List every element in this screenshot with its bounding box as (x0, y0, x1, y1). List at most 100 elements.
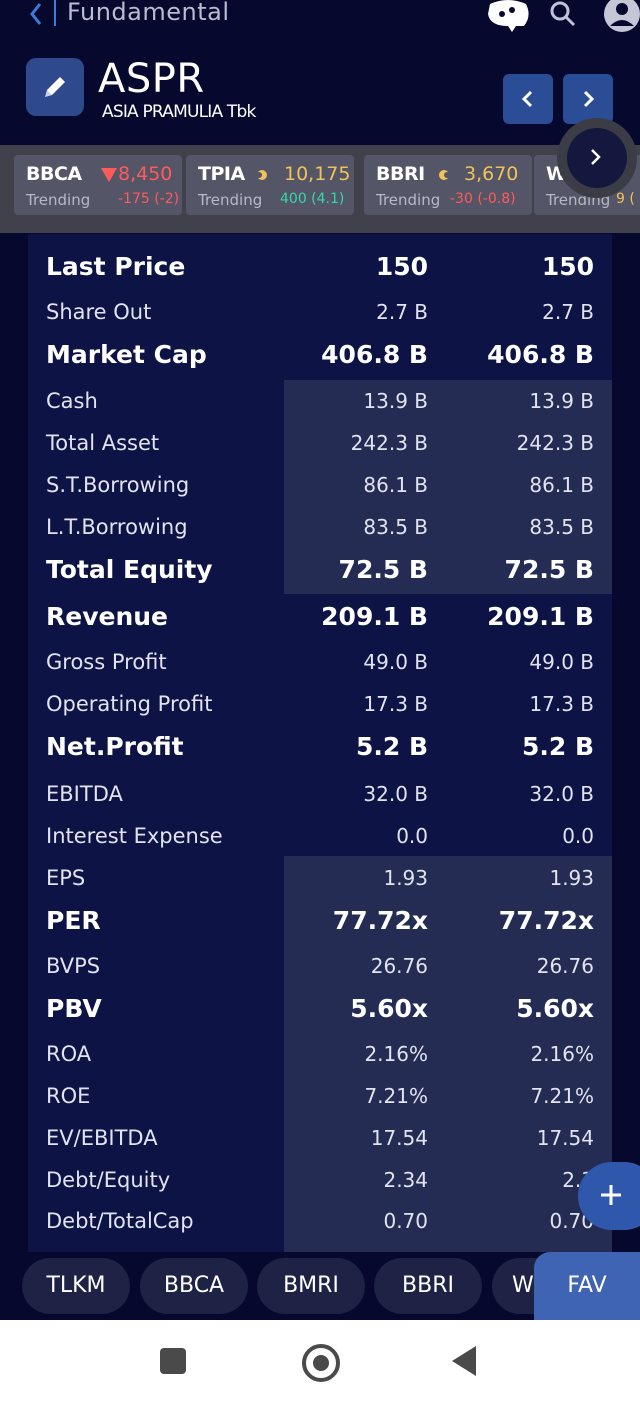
row-label: Debt/TotalCap (46, 1209, 194, 1233)
row-value-2: 2.7 B (542, 300, 594, 324)
row-value-2: 77.72x (498, 906, 594, 935)
row-value-1: 77.72x (332, 906, 428, 935)
row-value-1: 209.1 B (321, 602, 428, 631)
trending-card[interactable]: BBCA 8,450 Trending -175 (-2) (14, 155, 182, 215)
card-symbol: BBCA (26, 163, 82, 185)
trending-strip[interactable]: BBCA 8,450 Trending -175 (-2) TPIA 10,17… (0, 145, 640, 233)
row-value-1: 5.60x (350, 994, 428, 1023)
home-icon[interactable] (302, 1344, 340, 1382)
card-change: -175 (-2) (118, 191, 180, 207)
fav-button[interactable]: FAV (534, 1252, 640, 1320)
fav-pill[interactable]: BMRI (257, 1258, 365, 1314)
row-value-2: 242.3 B (516, 431, 594, 455)
trending-card[interactable]: BBRI 3,670 Trending -30 (-0.8) (364, 155, 532, 215)
flat-dot-icon (256, 170, 267, 180)
card-status: Trending (198, 191, 263, 209)
row-label: Total Asset (46, 431, 160, 455)
row-value-2: 49.0 B (529, 650, 594, 674)
chat-icon[interactable] (486, 0, 530, 32)
card-symbol: TPIA (198, 163, 245, 185)
row-value-1: 26.76 (370, 954, 428, 978)
favorites-bar: TLKM BBCA BMRI BBRI W (0, 1252, 640, 1320)
chevron-right-icon (583, 90, 595, 108)
card-price: 10,175 (284, 163, 351, 185)
header: Fundamental ASPR ASIA PRAMULIA Tbk (0, 0, 640, 142)
row-label: L.T.Borrowing (46, 515, 188, 539)
row-value-1: 242.3 B (350, 431, 428, 455)
row-value-2: 86.1 B (529, 473, 594, 497)
row-label: PER (46, 906, 101, 935)
row-value-1: 49.0 B (363, 650, 428, 674)
row-value-1: 406.8 B (321, 340, 428, 369)
row-value-2: 5.60x (516, 994, 594, 1023)
row-value-1: 1.93 (383, 866, 428, 890)
company-name: ASIA PRAMULIA Tbk (102, 102, 256, 122)
row-label: Interest Expense (46, 824, 223, 848)
pencil-icon (45, 77, 65, 97)
row-value-2: 7.21% (530, 1084, 594, 1108)
back-nav-icon[interactable] (452, 1346, 476, 1376)
row-value-2: 17.3 B (529, 692, 594, 716)
card-price: 8,450 (118, 163, 173, 185)
stock-ticker: ASPR (98, 56, 205, 102)
table-shade (284, 380, 612, 594)
row-value-2: 1.93 (549, 866, 594, 890)
row-label: Last Price (46, 252, 186, 281)
row-label: PBV (46, 994, 102, 1023)
edit-button[interactable] (26, 58, 84, 116)
search-icon[interactable] (548, 0, 578, 30)
row-label: ROE (46, 1084, 91, 1108)
row-value-1: 2.34 (383, 1168, 428, 1192)
row-label: Cash (46, 389, 98, 413)
row-value-2: 83.5 B (529, 515, 594, 539)
row-label: ROA (46, 1042, 92, 1066)
card-status: Trending (376, 191, 441, 209)
row-label: EPS (46, 866, 86, 890)
row-value-1: 13.9 B (363, 389, 428, 413)
row-value-2: 5.2 B (521, 732, 594, 761)
row-value-1: 7.21% (364, 1084, 428, 1108)
row-label: S.T.Borrowing (46, 473, 190, 497)
row-value-1: 32.0 B (363, 782, 428, 806)
card-change: 400 (4.1) (280, 191, 345, 207)
prev-stock-button[interactable] (503, 74, 553, 124)
row-value-1: 17.3 B (363, 692, 428, 716)
row-value-1: 2.7 B (376, 300, 428, 324)
flat-dot-icon (439, 170, 450, 180)
trending-card[interactable]: TPIA 10,175 Trending 400 (4.1) (186, 155, 354, 215)
chevron-right-icon (591, 149, 601, 165)
user-icon[interactable] (596, 0, 640, 36)
card-change: -30 (-0.8) (450, 191, 516, 207)
row-value-1: 150 (375, 252, 428, 281)
fav-pill[interactable]: BBRI (374, 1258, 482, 1314)
recents-icon[interactable] (160, 1348, 186, 1374)
next-stock-button[interactable] (563, 74, 613, 124)
fundamental-table: Last Price 150 150 Share Out 2.7 B 2.7 B Marke… (28, 234, 612, 1252)
card-status: Trending (546, 191, 611, 209)
card-symbol: W (546, 163, 567, 185)
back-icon[interactable] (26, 0, 56, 28)
row-value-2: 150 (541, 252, 594, 281)
row-value-1: 0.0 (396, 824, 428, 848)
strip-scroll-button[interactable] (567, 128, 627, 188)
row-label: EV/EBITDA (46, 1126, 158, 1150)
row-value-2: 0.0 (562, 824, 594, 848)
row-label: Revenue (46, 602, 169, 631)
row-value-2: 72.5 B (504, 555, 594, 584)
row-label: Debt/Equity (46, 1168, 171, 1192)
row-value-1: 17.54 (370, 1126, 428, 1150)
row-label: Share Out (46, 300, 152, 324)
row-value-2: 406.8 B (487, 340, 594, 369)
card-symbol: BBRI (376, 163, 425, 185)
card-status: Trending (26, 191, 91, 209)
title-separator (54, 0, 56, 26)
add-button[interactable] (578, 1162, 640, 1230)
fav-pill[interactable]: BBCA (140, 1258, 248, 1314)
row-value-2: 209.1 B (487, 602, 594, 631)
row-value-1: 0.70 (383, 1209, 428, 1233)
fav-pill[interactable]: TLKM (22, 1258, 130, 1314)
row-label: BVPS (46, 954, 101, 978)
card-change: 9 ( (616, 191, 635, 207)
row-value-2: 13.9 B (529, 389, 594, 413)
row-label: Gross Profit (46, 650, 167, 674)
